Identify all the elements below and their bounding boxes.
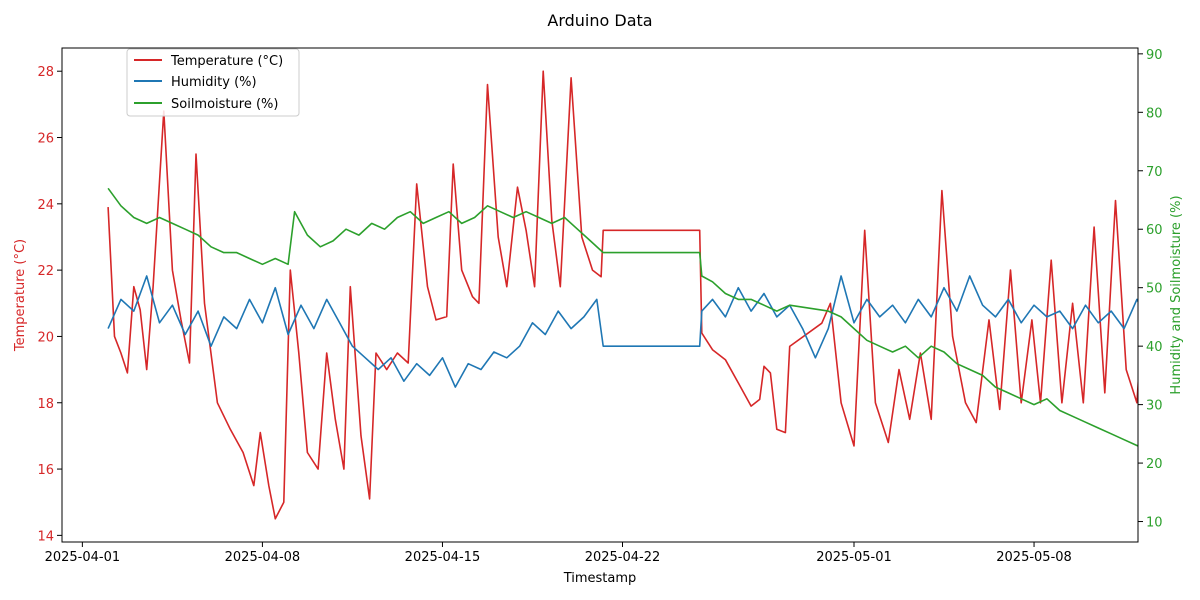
y-right-tick-label: 30 [1146, 399, 1163, 414]
legend-label-soilmoisture: Soilmoisture (%) [171, 97, 278, 112]
y-axis-right-label: Humidity and Soilmoisture (%) [1169, 195, 1184, 394]
y-left-tick-label: 18 [37, 397, 54, 412]
x-tick-label: 2025-05-01 [816, 550, 892, 565]
y-left-tick-label: 20 [37, 330, 54, 345]
y-right-tick-label: 40 [1146, 340, 1163, 355]
series-line-soilmoisture [107, 187, 1138, 447]
y-axis-right: 10 20 30 40 50 60 70 80 90 [1138, 48, 1163, 531]
series-line-temperature [107, 70, 1138, 520]
y-right-tick-label: 60 [1146, 223, 1163, 238]
y-left-tick-label: 16 [37, 463, 54, 478]
y-right-tick-label: 10 [1146, 516, 1163, 531]
y-axis-left: 14 16 18 20 22 24 26 28 [37, 65, 62, 544]
x-axis: 2025-04-01 2025-04-08 2025-04-15 2025-04-22… [45, 542, 1072, 565]
plot-frame [61, 47, 1139, 543]
x-tick-label: 2025-04-15 [405, 550, 481, 565]
series-layer [107, 70, 1138, 520]
x-tick-label: 2025-05-08 [996, 550, 1072, 565]
y-right-tick-label: 20 [1146, 457, 1163, 472]
y-left-tick-label: 28 [37, 65, 54, 80]
x-tick-label: 2025-04-01 [45, 550, 121, 565]
legend-label-humidity: Humidity (%) [171, 75, 257, 90]
series-line-humidity [107, 275, 1138, 388]
chart-title: Arduino Data [547, 11, 652, 30]
x-tick-label: 2025-04-08 [225, 550, 301, 565]
y-left-tick-label: 26 [37, 132, 54, 147]
x-axis-label: Timestamp [563, 571, 637, 586]
y-right-tick-label: 80 [1146, 106, 1163, 121]
y-right-tick-label: 50 [1146, 282, 1163, 297]
y-right-tick-label: 90 [1146, 48, 1163, 63]
y-axis-left-label: Temperature (°C) [13, 239, 28, 352]
y-left-tick-label: 14 [37, 529, 54, 544]
legend: Temperature (°C) Humidity (%) Soilmoistu… [126, 48, 300, 117]
legend-box [126, 48, 300, 117]
x-tick-label: 2025-04-22 [585, 550, 661, 565]
y-left-tick-label: 24 [37, 198, 54, 213]
y-left-tick-label: 22 [37, 264, 54, 279]
legend-label-temperature: Temperature (°C) [170, 54, 283, 69]
y-right-tick-label: 70 [1146, 165, 1163, 180]
